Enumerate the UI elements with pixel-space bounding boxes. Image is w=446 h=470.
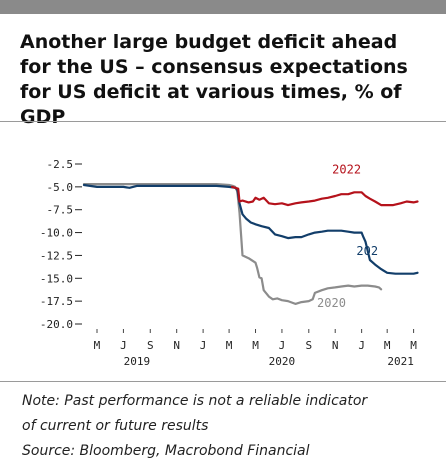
x-tick-label: M — [384, 339, 391, 352]
x-tick-label: J — [200, 339, 207, 352]
y-axis: -2.5 -5.0 -7.5 -10.0 -12.5 -15.0 -17.5 -20.0 — [40, 158, 82, 331]
series-line-2020 — [82, 183, 383, 305]
y-tick-label: -12.5 — [40, 249, 73, 262]
x-tick-label: N — [332, 339, 339, 352]
series-label-2021: 202 — [356, 244, 378, 258]
x-tick-label: S — [305, 339, 312, 352]
chart-title: Another large budget deficit ahead for t… — [20, 31, 408, 128]
x-tick-label: M — [410, 339, 417, 352]
series-line-2022 — [231, 185, 419, 207]
y-tick-label: -20.0 — [40, 318, 73, 331]
x-axis: M J S N J M M J S N J M M 2019 2020 2021 — [94, 329, 417, 368]
x-tick-label: S — [147, 339, 154, 352]
x-tick-label: M — [226, 339, 233, 352]
chart-bottom-divider — [0, 381, 446, 382]
x-tick-label: J — [279, 339, 286, 352]
y-tick-label: -2.5 — [47, 158, 74, 171]
x-tick-label: M — [94, 339, 101, 352]
x-tick-label: J — [358, 339, 365, 352]
series-label-2022: 2022 — [332, 162, 361, 176]
y-tick-label: -17.5 — [40, 295, 73, 308]
line-chart: -2.5 -5.0 -7.5 -10.0 -12.5 -15.0 -17.5 -20.0 M J… — [40, 158, 419, 368]
series-label-2020: 2020 — [317, 296, 346, 310]
x-year-label: 2021 — [387, 355, 414, 368]
chart-area: -2.5 -5.0 -7.5 -10.0 -12.5 -15.0 -17.5 -20.0 M J… — [0, 122, 446, 380]
header-accent-bar — [0, 0, 446, 14]
disclaimer-line-2: of current or future results — [22, 418, 209, 434]
x-tick-label: J — [120, 339, 127, 352]
x-tick-label: N — [173, 339, 180, 352]
series-line-2021 — [82, 183, 419, 275]
x-tick-label: M — [252, 339, 259, 352]
chart-top-divider — [0, 121, 446, 122]
x-year-label: 2020 — [269, 355, 296, 368]
disclaimer-line-1: Note: Past performance is not a reliable… — [22, 393, 368, 409]
y-tick-label: -10.0 — [40, 227, 73, 240]
source-note: Source: Bloomberg, Macrobond Financial — [22, 443, 310, 459]
series-layer — [82, 183, 419, 305]
footnotes: Note: Past performance is not a reliable… — [22, 389, 437, 464]
y-tick-label: -7.5 — [47, 204, 74, 217]
y-tick-label: -15.0 — [40, 272, 73, 285]
x-year-label: 2019 — [124, 355, 151, 368]
y-tick-label: -5.0 — [47, 181, 74, 194]
annotations-layer: 2022 202 2020 — [317, 162, 378, 309]
